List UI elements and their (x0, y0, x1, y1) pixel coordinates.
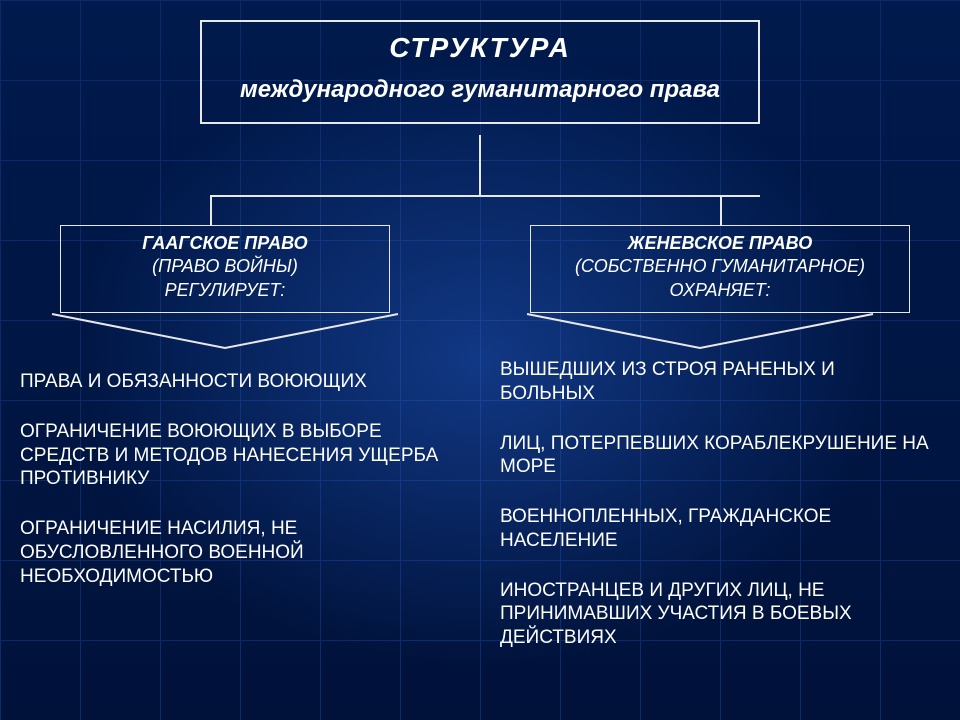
connector-vertical (479, 135, 481, 195)
connector-drop-left (210, 195, 212, 225)
down-arrow-left (50, 312, 400, 350)
list-item: ЛИЦ, ПОТЕРПЕВШИХ КОРАБЛЕКРУШЕНИЕ НА МОРЕ (500, 432, 930, 480)
title-box: СТРУКТУРА международного гуманитарного п… (200, 20, 760, 124)
diagram-root: СТРУКТУРА международного гуманитарного п… (0, 0, 960, 720)
list-item: ВОЕННОПЛЕННЫХ, ГРАЖДАНСКОЕ НАСЕЛЕНИЕ (500, 505, 930, 553)
down-arrow-right (525, 312, 875, 350)
list-item: ОГРАНИЧЕНИЕ ВОЮЮЩИХ В ВЫБОРЕ СРЕДСТВ И М… (20, 420, 450, 491)
list-item: ПРАВА И ОБЯЗАННОСТИ ВОЮЮЩИХ (20, 370, 450, 394)
branch-box-right: ЖЕНЕВСКОЕ ПРАВО (СОБСТВЕННО ГУМАНИТАРНОЕ… (530, 225, 910, 313)
branch-left-sub2: РЕГУЛИРУЕТ: (75, 279, 375, 302)
connector-horizontal (210, 195, 760, 197)
branch-right-sub2: ОХРАНЯЕТ: (545, 279, 895, 302)
left-column: ПРАВА И ОБЯЗАННОСТИ ВОЮЮЩИХ ОГРАНИЧЕНИЕ … (20, 370, 450, 614)
branch-box-left: ГААГСКОЕ ПРАВО (ПРАВО ВОЙНЫ) РЕГУЛИРУЕТ: (60, 225, 390, 313)
branch-left-heading: ГААГСКОЕ ПРАВО (75, 232, 375, 255)
title-line2: международного гуманитарного права (218, 76, 742, 104)
right-column: ВЫШЕДШИХ ИЗ СТРОЯ РАНЕНЫХ И БОЛЬНЫХ ЛИЦ,… (500, 358, 930, 676)
list-item: ИНОСТРАНЦЕВ И ДРУГИХ ЛИЦ, НЕ ПРИНИМАВШИХ… (500, 579, 930, 650)
title-line1: СТРУКТУРА (218, 32, 742, 64)
branch-left-sub1: (ПРАВО ВОЙНЫ) (75, 255, 375, 278)
branch-right-heading: ЖЕНЕВСКОЕ ПРАВО (545, 232, 895, 255)
branch-right-sub1: (СОБСТВЕННО ГУМАНИТАРНОЕ) (545, 255, 895, 278)
connector-drop-right (720, 195, 722, 225)
list-item: ВЫШЕДШИХ ИЗ СТРОЯ РАНЕНЫХ И БОЛЬНЫХ (500, 358, 930, 406)
list-item: ОГРАНИЧЕНИЕ НАСИЛИЯ, НЕ ОБУСЛОВЛЕННОГО В… (20, 517, 450, 588)
